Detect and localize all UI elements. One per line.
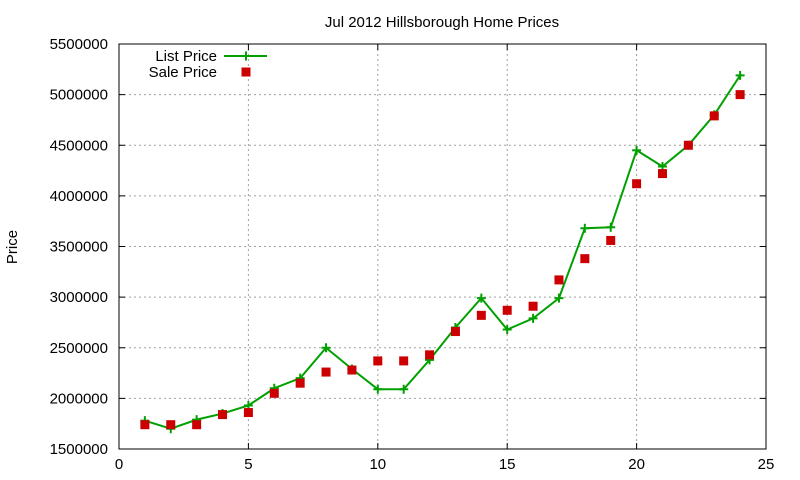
sale-price-point [243, 408, 253, 418]
y-tick-label: 5500000 [50, 36, 108, 53]
sale-price-point [269, 388, 279, 398]
sale-price-point [218, 410, 228, 420]
series [140, 70, 745, 434]
sale-price-point [140, 420, 150, 430]
sale-price-point [166, 420, 176, 430]
sale-price-point [528, 301, 538, 311]
list-price-line [144, 74, 741, 430]
sale-price-point [683, 140, 693, 150]
list-price-point [580, 223, 590, 233]
x-tick-label: 25 [758, 456, 775, 473]
legend-label: Sale Price [149, 64, 217, 81]
y-tick-label: 4000000 [50, 188, 108, 205]
list-price-point [554, 293, 564, 303]
sale-price-point [735, 90, 745, 100]
y-axis-label: Price [4, 230, 21, 264]
sale-price-point [347, 365, 357, 375]
legend-square-swatch [241, 67, 251, 77]
list-price-point [632, 145, 642, 155]
list-price-point [476, 293, 486, 303]
sale-price-point [373, 356, 383, 366]
list-price-point [373, 384, 383, 394]
y-tick-label: 2000000 [50, 390, 108, 407]
y-tick-label: 3000000 [50, 289, 108, 306]
x-tick-label: 5 [244, 456, 252, 473]
sale-price-point [632, 179, 642, 189]
sale-price-point [657, 169, 667, 179]
sale-price-point [606, 235, 616, 245]
list-price-point [502, 325, 512, 335]
sale-price-point [425, 350, 435, 360]
y-tick-label: 3500000 [50, 239, 108, 256]
grid [119, 44, 766, 449]
list-price-point [241, 51, 251, 61]
legend-label: List Price [155, 48, 217, 65]
plot-frame [118, 43, 767, 450]
y-tick-label: 4500000 [50, 137, 108, 154]
y-tick-label: 1500000 [50, 441, 108, 458]
axis-ticks: 0 5 10 15 20 25 1500000 2000000 2500000 3000000 35… [50, 36, 775, 473]
sale-price-point [580, 254, 590, 264]
list-price-point [321, 343, 331, 353]
list-price-point [606, 222, 616, 232]
list-price-point [399, 384, 409, 394]
sale-price-point [476, 310, 486, 320]
sale-price-point [192, 420, 202, 430]
sale-price-point [709, 111, 719, 121]
y-tick-label: 5000000 [50, 87, 108, 104]
x-tick-label: 10 [369, 456, 386, 473]
sale-price-point [554, 275, 564, 285]
sale-price-point [321, 367, 331, 377]
sale-price-point [399, 356, 409, 366]
y-tick-label: 2500000 [50, 340, 108, 357]
sale-price-point [450, 327, 460, 337]
sale-price-point [295, 378, 305, 388]
chart-title: Jul 2012 Hillsborough Home Prices [325, 14, 559, 31]
x-tick-label: 20 [628, 456, 645, 473]
list-price-point [528, 313, 538, 323]
sale-price-point [502, 305, 512, 315]
x-tick-label: 15 [499, 456, 516, 473]
list-price-point [735, 70, 745, 80]
x-tick-label: 0 [115, 456, 123, 473]
